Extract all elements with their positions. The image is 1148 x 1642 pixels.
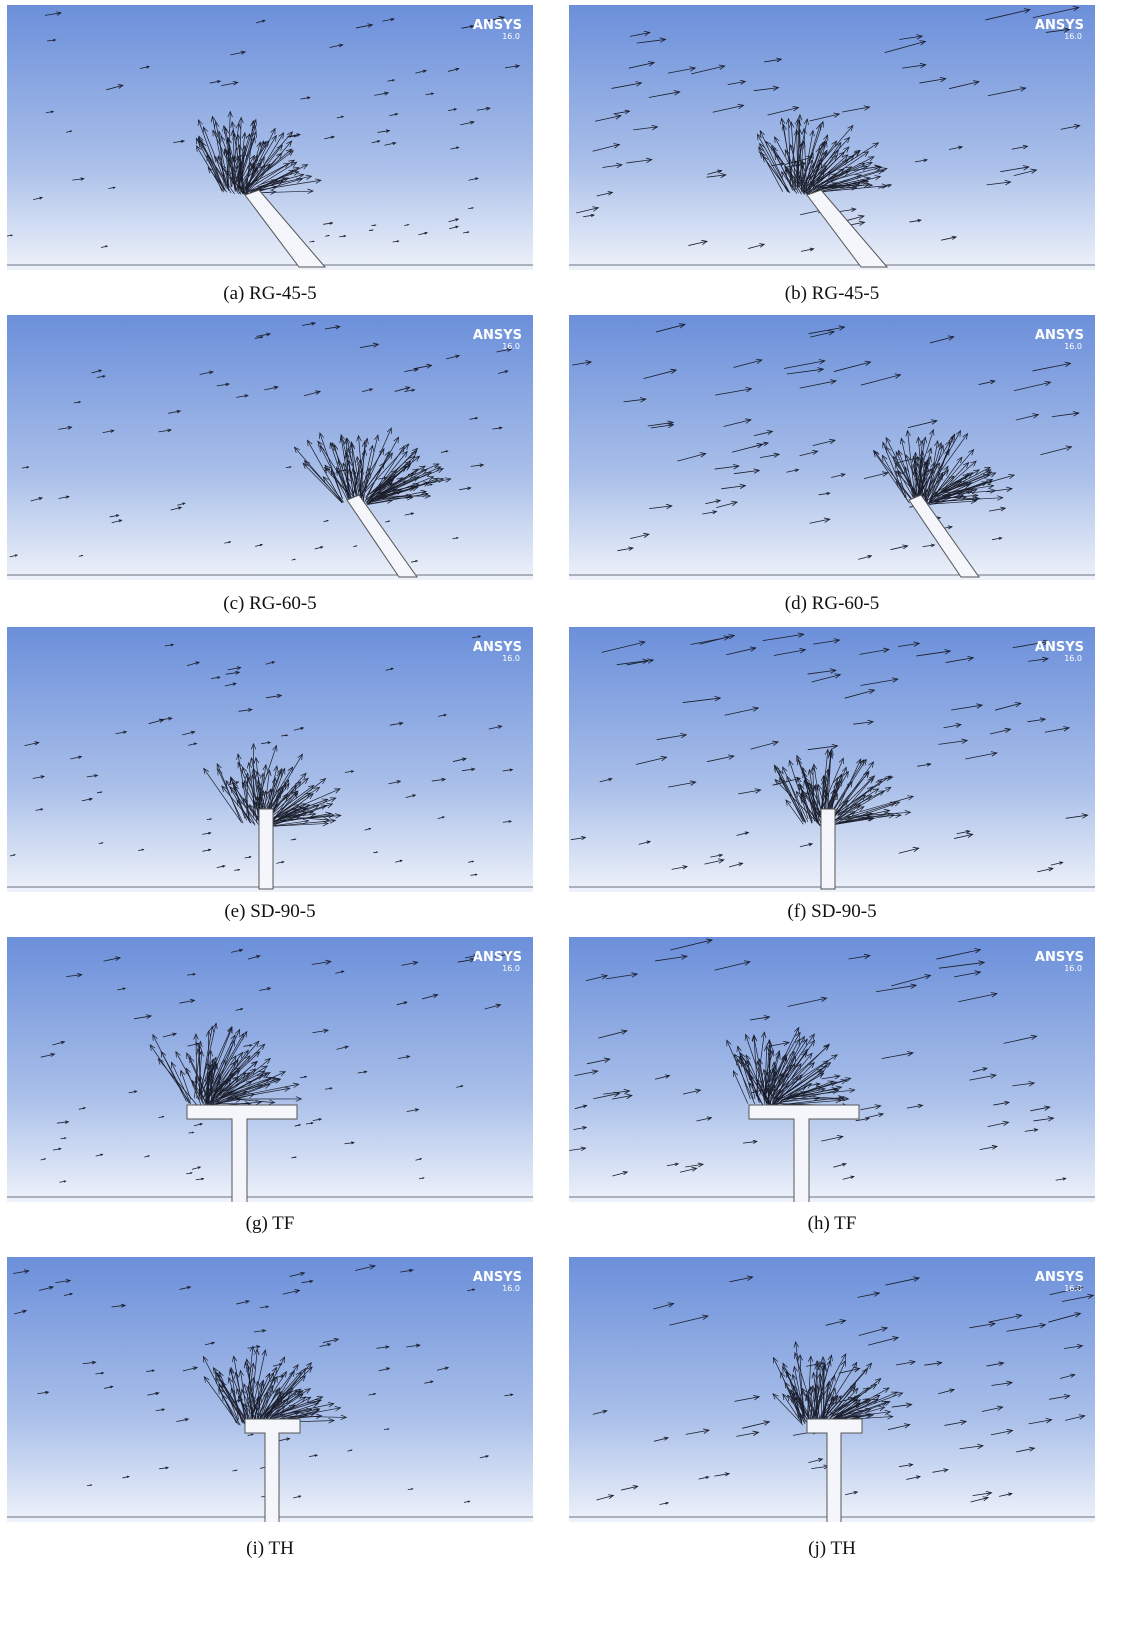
cfd-panel: ANSYS16.0: [7, 1257, 533, 1522]
version: 16.0: [502, 654, 520, 663]
arrow-head: [294, 559, 295, 560]
version: 16.0: [1064, 1284, 1082, 1293]
logo: ANSYS: [1035, 950, 1084, 965]
version: 16.0: [502, 342, 520, 351]
caption: (g) TF: [7, 1213, 533, 1235]
arrow-head: [374, 225, 375, 226]
cfd-panel: ANSYS16.0: [7, 315, 533, 580]
logo: ANSYS: [1035, 640, 1084, 655]
structure: [821, 809, 835, 889]
cfd-panel: ANSYS16.0: [569, 627, 1095, 892]
arrow-head: [101, 843, 102, 844]
version: 16.0: [1064, 32, 1082, 41]
background: [7, 5, 533, 270]
version: 16.0: [502, 32, 520, 41]
caption: (f) SD-90-5: [569, 901, 1095, 923]
cfd-panel: ANSYS16.0: [569, 5, 1095, 270]
cfd-panel: ANSYS16.0: [569, 937, 1095, 1202]
version: 16.0: [502, 964, 520, 973]
structure: [259, 809, 273, 889]
logo: ANSYS: [1035, 18, 1084, 33]
background: [7, 937, 533, 1202]
arrow-head: [81, 555, 82, 556]
caption: (e) SD-90-5: [7, 901, 533, 923]
background: [7, 315, 533, 580]
cfd-panel: ANSYS16.0: [569, 1257, 1095, 1522]
cfd-panel: ANSYS16.0: [569, 315, 1095, 580]
caption: (d) RG-60-5: [569, 593, 1095, 615]
version: 16.0: [502, 1284, 520, 1293]
arrow-head: [376, 852, 377, 853]
logo: ANSYS: [473, 950, 522, 965]
cfd-panel: ANSYS16.0: [7, 627, 533, 892]
logo: ANSYS: [473, 328, 522, 343]
logo: ANSYS: [473, 1270, 522, 1285]
caption: (h) TF: [569, 1213, 1095, 1235]
background: [569, 5, 1095, 270]
arrow-head: [356, 546, 357, 547]
figure-page: ANSYS16.0(a) RG-45-5ANSYS16.0(b) RG-45-5…: [0, 0, 1148, 1642]
arrow-head: [372, 230, 373, 231]
cfd-panel: ANSYS16.0: [7, 5, 533, 270]
caption: (b) RG-45-5: [569, 283, 1095, 305]
version: 16.0: [1064, 342, 1082, 351]
logo: ANSYS: [473, 640, 522, 655]
version: 16.0: [1064, 964, 1082, 973]
cfd-panel: ANSYS16.0: [7, 937, 533, 1202]
caption: (a) RG-45-5: [7, 283, 533, 305]
logo: ANSYS: [1035, 328, 1084, 343]
caption: (j) TH: [569, 1538, 1095, 1560]
background: [569, 937, 1095, 1202]
arrow-head: [328, 235, 329, 236]
version: 16.0: [1064, 654, 1082, 663]
logo: ANSYS: [1035, 1270, 1084, 1285]
logo: ANSYS: [473, 18, 522, 33]
background: [569, 315, 1095, 580]
caption: (c) RG-60-5: [7, 593, 533, 615]
caption: (i) TH: [7, 1538, 533, 1560]
